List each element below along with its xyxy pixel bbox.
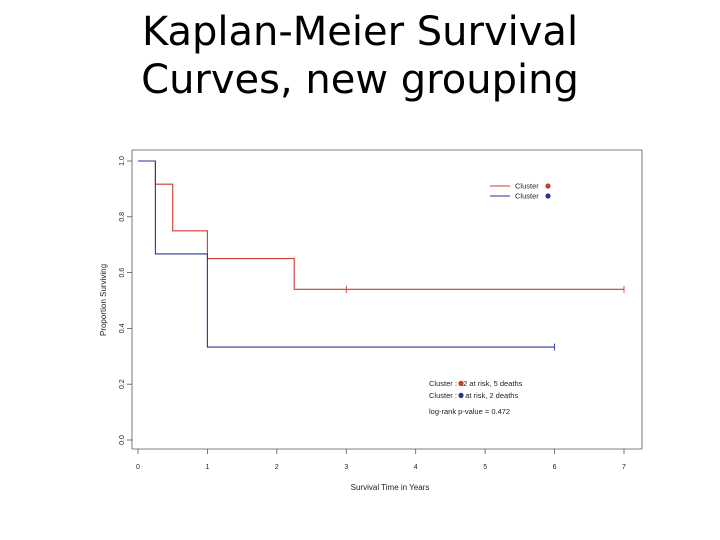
legend-dot-series-1	[545, 183, 551, 189]
slide-title: Kaplan-Meier Survival Curves, new groupi…	[0, 8, 720, 104]
legend-label-series-2: Cluster	[515, 192, 539, 201]
slide-title-line-2: Curves, new grouping	[141, 57, 579, 103]
y-tick-label: 0.6	[119, 268, 126, 278]
pvalue-annotation: log-rank p-value = 0.472	[429, 407, 510, 416]
risk-annotation-2: Cluster : 3 at risk, 2 deaths	[429, 391, 518, 400]
slide-title-line-1: Kaplan-Meier Survival	[141, 9, 579, 55]
risk-dot-series-2	[458, 392, 464, 398]
risk-annotations: Cluster : 12 at risk, 5 deaths Cluster : …	[429, 379, 523, 416]
x-tick-label: 3	[344, 464, 348, 471]
x-tick-label: 5	[483, 464, 487, 471]
x-tick-label: 7	[622, 464, 626, 471]
survival-curves	[138, 160, 625, 351]
y-tick-label: 0.8	[119, 212, 126, 222]
x-tick-label: 0	[136, 464, 140, 471]
y-axis-title: Proportion Surviving	[99, 264, 108, 336]
survival-curve-series-1	[138, 160, 624, 290]
y-tick-label: 0.0	[119, 435, 126, 445]
y-tick-label: 0.2	[119, 379, 126, 389]
x-tick-label: 4	[414, 464, 418, 471]
survival-curve-series-2	[138, 160, 555, 348]
x-axis-title: Survival Time in Years	[351, 483, 430, 492]
legend-label-series-1: Cluster	[515, 182, 539, 191]
risk-annotation-1: Cluster : 12 at risk, 5 deaths	[429, 379, 523, 388]
y-tick-label: 1.0	[119, 156, 126, 166]
x-tick-label: 6	[553, 464, 557, 471]
y-tick-label: 0.4	[119, 323, 126, 333]
chart-axes: 0 1 2 3 4 5 6 7 0.0 0.2 0.4 0.6 0.8 1.0	[119, 149, 643, 471]
x-tick-label: 2	[275, 464, 279, 471]
x-tick-label: 1	[205, 464, 209, 471]
legend-dot-series-2	[545, 193, 551, 199]
risk-dot-series-1	[458, 380, 464, 386]
